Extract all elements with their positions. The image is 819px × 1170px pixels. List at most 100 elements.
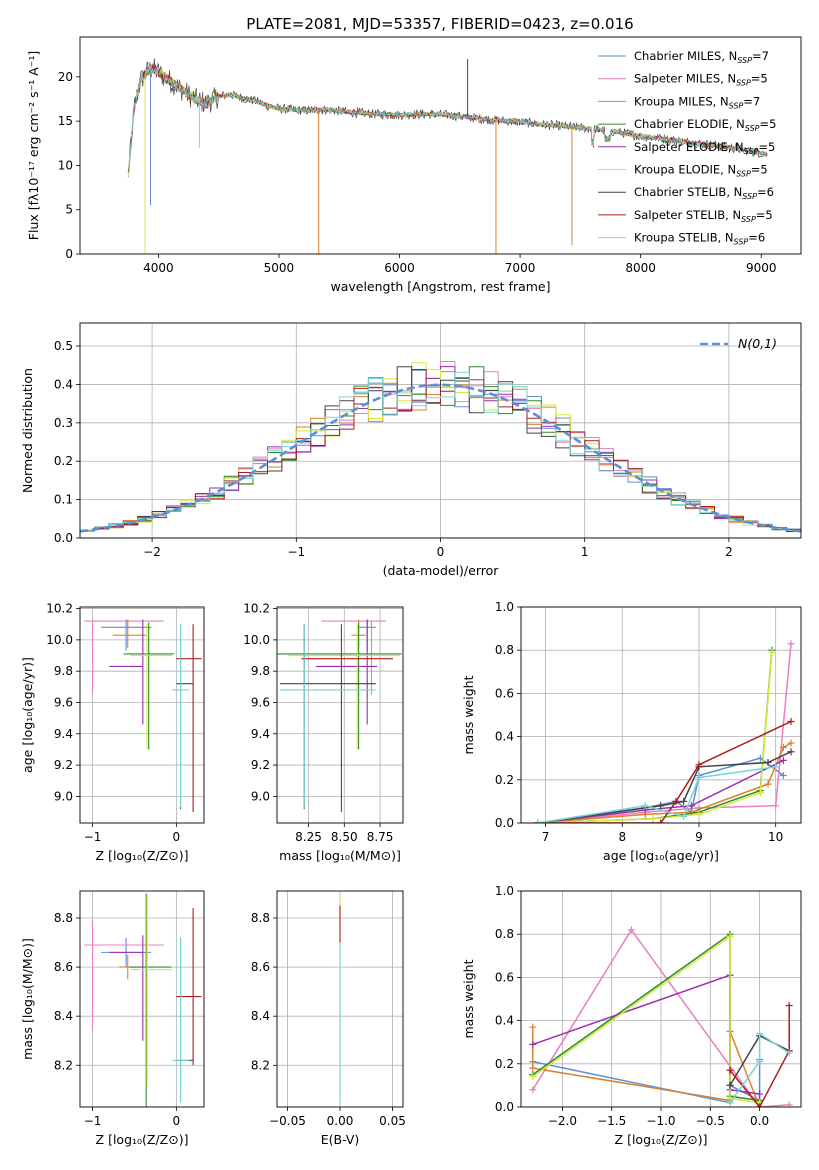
- legend-label-salpeter-miles: Salpeter MILES, NSSP=5: [634, 72, 768, 88]
- weight-marker-chabrier-stelib: [726, 1081, 734, 1089]
- plot-area-spectrum: [127, 58, 768, 254]
- tick-label-y: 0.5: [54, 339, 73, 353]
- axis-label-x: (data-model)/error: [383, 563, 500, 578]
- axes-frame: [520, 606, 802, 824]
- axis-label-x: wavelength [Angstrom, rest frame]: [330, 279, 550, 294]
- plot-area-mass_age: [277, 619, 402, 813]
- tick-label-y: 0.4: [495, 1014, 514, 1028]
- plot-area-residuals: [80, 361, 801, 538]
- tick-label-y: 0.2: [495, 1057, 514, 1071]
- tick-label-x: 7: [542, 830, 550, 844]
- weight-marker-salpeter-miles: [529, 1086, 537, 1094]
- weight-marker-kroupa-elodie: [695, 810, 703, 818]
- panel-z_weight: −2.0 −1.5 −1.0 −0.5 0.0 0.0 0.2 0.4 0.6 0.8 1.0 Z […: [461, 884, 802, 1147]
- tick-label-y: 10.2: [243, 602, 270, 616]
- axis-label-y: age [log₁₀(age/yr)]: [20, 657, 35, 773]
- tick-label-x: −0.05: [269, 1114, 306, 1128]
- tick-label-x: 7000: [505, 261, 536, 275]
- axis-label-x: E(B-V): [321, 1132, 360, 1147]
- tick-label-y: 9.0: [54, 789, 73, 803]
- weight-line-chabrier-stelib: [537, 751, 792, 823]
- weight-marker-kroupa-miles: [779, 743, 787, 751]
- weight-line-kroupa-stelib: [729, 1032, 790, 1104]
- tick-label-x: −2: [143, 545, 161, 559]
- weight-marker-chabrier-stelib: [787, 748, 795, 756]
- weight-marker-kroupa-stelib: [772, 763, 780, 771]
- tick-label-x: 6000: [384, 261, 415, 275]
- weight-marker-kroupa-miles: [529, 1023, 537, 1031]
- weight-marker-chabrier-stelib: [764, 759, 772, 767]
- weight-marker-salpeter-miles: [785, 1101, 793, 1107]
- axis-label-y: mass weight: [461, 675, 476, 754]
- tick-label-x: −1: [84, 830, 102, 844]
- weight-marker-kroupa-miles: [529, 1064, 537, 1072]
- axis-label-y: Flux [fλ10⁻¹⁷ erg cm⁻² s⁻¹ A⁻¹]: [26, 51, 41, 240]
- legend-label-chabrier-miles: Chabrier MILES, NSSP=7: [634, 49, 769, 65]
- axes-frame: [79, 890, 205, 1108]
- legend-label-salpeter-stelib: Salpeter STELIB, NSSP=5: [634, 208, 773, 224]
- tick-label-y: 20: [58, 70, 73, 84]
- tick-label-y: 5: [65, 203, 73, 217]
- histogram-chabrier-stelib: [80, 366, 801, 538]
- legend-label-kroupa-elodie: Kroupa ELODIE, NSSP=5: [634, 163, 768, 179]
- panel-ebv_mass: −0.05 0.00 0.05 8.2 8.4 8.6 8.8 E(B-V): [251, 890, 406, 1147]
- weight-marker-kroupa-stelib: [726, 1099, 734, 1107]
- axis-label-x: Z [log₁₀(Z/Z⊙)]: [96, 1132, 189, 1147]
- tick-label-y: 9.6: [54, 695, 73, 709]
- weight-marker-chabrier-stelib: [680, 797, 688, 805]
- tick-label-y: 0: [65, 247, 73, 261]
- tick-label-x: 0: [437, 545, 445, 559]
- weight-marker-salpeter-stelib: [787, 717, 795, 725]
- axes-frame: [79, 322, 802, 539]
- weight-marker-kroupa-elodie: [529, 1073, 537, 1081]
- weight-marker-salpeter-stelib: [726, 1066, 734, 1074]
- weight-marker-kroupa-miles: [764, 780, 772, 788]
- axis-label-x: mass [log₁₀(M/M⊙)]: [279, 848, 401, 863]
- tick-label-x: 9: [695, 830, 703, 844]
- weight-marker-kroupa-stelib: [756, 1058, 764, 1066]
- legend-label-salpeter-elodie: Salpeter ELODIE, NSSP=5: [634, 140, 775, 156]
- tick-label-x: −1: [287, 545, 305, 559]
- tick-label-x: 4000: [143, 261, 174, 275]
- tick-label-y: 8.8: [54, 911, 73, 925]
- weight-marker-kroupa-stelib: [756, 1030, 764, 1038]
- tick-label-y: 10: [58, 158, 73, 172]
- axes-frame: [79, 36, 802, 255]
- tick-label-y: 8.4: [54, 1009, 73, 1023]
- tick-label-y: 9.6: [251, 695, 270, 709]
- tick-label-y: 10.0: [243, 633, 270, 647]
- tick-label-x: 10: [768, 830, 783, 844]
- tick-label-x: 8: [618, 830, 626, 844]
- axis-label-x: Z [log₁₀(Z/Z⊙)]: [615, 1132, 708, 1147]
- tick-label-y: 0.8: [495, 927, 514, 941]
- tick-label-y: 9.8: [251, 664, 270, 678]
- tick-label-y: 8.4: [251, 1009, 270, 1023]
- tick-label-y: 0.2: [495, 773, 514, 787]
- weight-line-salpeter-elodie: [537, 759, 784, 823]
- panel-spectrum: 4000 5000 6000 7000 8000 9000 0 5 10 15 20 waveleng…: [26, 36, 802, 294]
- tick-label-x: 9000: [746, 261, 777, 275]
- tick-label-y: 8.8: [251, 911, 270, 925]
- weight-marker-salpeter-elodie: [779, 756, 787, 764]
- tick-label-x: 5000: [264, 261, 295, 275]
- tick-label-y: 10.2: [46, 602, 73, 616]
- weight-marker-kroupa-stelib: [680, 813, 688, 821]
- tick-label-x: −0.5: [696, 1114, 725, 1128]
- tick-label-x: 8.75: [367, 830, 394, 844]
- legend-label-kroupa-miles: Kroupa MILES, NSSP=7: [634, 94, 760, 110]
- plot-area-z_weight: [529, 926, 793, 1107]
- tick-label-y: 0.0: [495, 1100, 514, 1114]
- tick-label-y: 9.0: [251, 789, 270, 803]
- tick-label-y: 0.0: [54, 531, 73, 545]
- weight-marker-chabrier-stelib: [657, 802, 665, 810]
- tick-label-x: 8.50: [331, 830, 358, 844]
- panel-mass_age: 8.25 8.50 8.75 9.0 9.2 9.4 9.6 9.8 10.0 10.2 mass …: [243, 602, 404, 863]
- axis-label-y: mass [log₁₀(M/M⊙)]: [20, 938, 35, 1060]
- tick-label-x: 8000: [625, 261, 656, 275]
- panel-z_mass: −1 0 8.2 8.4 8.6 8.8 Z [log₁₀(Z/Z⊙)] mass [log₁…: [20, 890, 205, 1147]
- weight-marker-salpeter-elodie: [687, 802, 695, 810]
- plot-area-z_mass: [84, 893, 202, 1107]
- tick-label-y: 0.0: [495, 816, 514, 830]
- legend-label-chabrier-stelib: Chabrier STELIB, NSSP=6: [634, 185, 774, 201]
- weight-marker-kroupa-elodie: [768, 648, 776, 656]
